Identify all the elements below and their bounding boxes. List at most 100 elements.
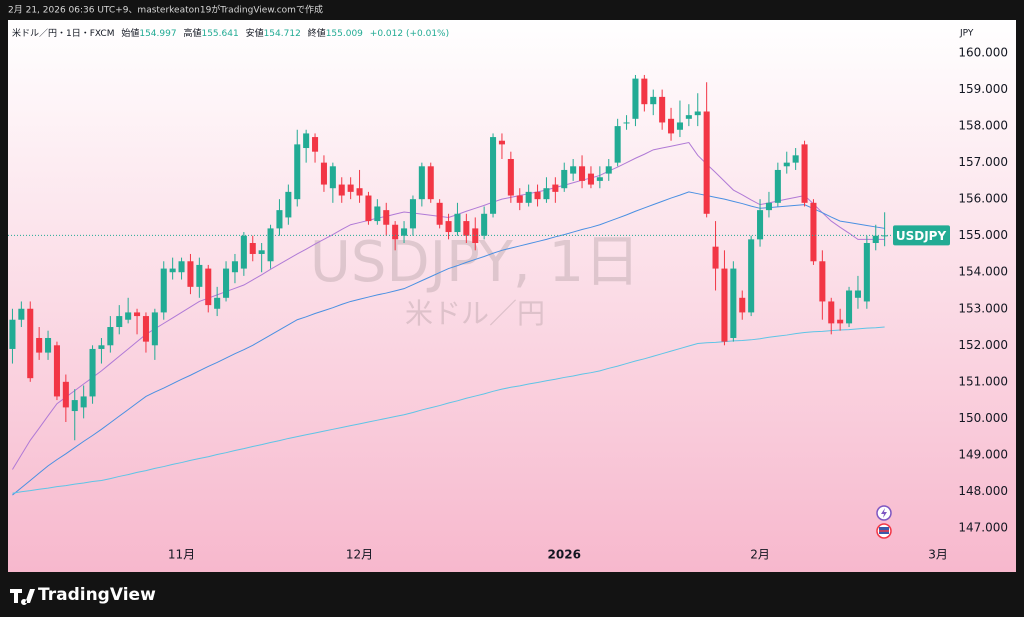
candle-body bbox=[748, 239, 755, 313]
candle-body bbox=[258, 250, 265, 254]
y-tick-label: 148.000 bbox=[958, 484, 1008, 498]
brand[interactable]: TradingView bbox=[38, 585, 156, 605]
candle-body bbox=[454, 213, 461, 233]
candle-body bbox=[214, 297, 221, 309]
candle-body bbox=[774, 169, 781, 203]
moving-average bbox=[12, 326, 885, 494]
candle-body bbox=[160, 268, 167, 313]
candle-body bbox=[801, 144, 808, 203]
candle-body bbox=[579, 166, 586, 181]
close-value: 155.009 bbox=[326, 29, 363, 39]
candle-body bbox=[45, 337, 52, 353]
candle-body bbox=[125, 312, 132, 320]
candle-body bbox=[525, 191, 532, 203]
candle-body bbox=[730, 268, 737, 338]
candle-body bbox=[80, 396, 87, 408]
candle-body bbox=[481, 213, 488, 236]
candle-body bbox=[98, 345, 105, 349]
symbol-title: 米ドル／円・1日・FXCM bbox=[12, 27, 114, 39]
candle-body bbox=[151, 312, 158, 346]
candle-body bbox=[36, 337, 43, 353]
candle-body bbox=[89, 348, 96, 397]
candle-body bbox=[516, 195, 523, 203]
y-tick-label: 149.000 bbox=[958, 447, 1008, 461]
price-tag-label: USDJPY bbox=[896, 229, 947, 243]
y-tick-label: 147.000 bbox=[958, 520, 1008, 534]
candle-body bbox=[614, 126, 621, 163]
candle-body bbox=[356, 188, 363, 196]
candle-body bbox=[507, 158, 514, 196]
low-label: 安値 bbox=[246, 27, 264, 39]
candle-body bbox=[765, 202, 772, 211]
candle-body bbox=[285, 191, 292, 218]
candle-body bbox=[659, 96, 666, 123]
candle-body bbox=[267, 228, 274, 262]
y-tick-label: 158.000 bbox=[958, 119, 1008, 133]
candle-body bbox=[792, 155, 799, 163]
x-tick-label: 3月 bbox=[928, 548, 948, 562]
candle-body bbox=[872, 235, 879, 244]
candle-body bbox=[276, 210, 283, 229]
candle-body bbox=[543, 188, 550, 200]
candle-body bbox=[27, 308, 34, 379]
x-tick-label: 11月 bbox=[168, 548, 195, 562]
candle-body bbox=[187, 261, 194, 287]
candle-body bbox=[418, 166, 425, 200]
candle-body bbox=[810, 202, 817, 262]
candle-body bbox=[552, 184, 559, 192]
open-label: 始値 bbox=[121, 27, 139, 39]
x-tick-label: 2月 bbox=[750, 548, 770, 562]
candle-body bbox=[303, 133, 310, 149]
candle-body bbox=[231, 261, 238, 273]
ohlc-legend: 米ドル／円・1日・FXCM 始値154.997 高値155.641 安値154.… bbox=[12, 27, 449, 39]
candle-body bbox=[169, 268, 176, 273]
candle-body bbox=[18, 308, 25, 320]
watermark-subtitle: 米ドル／円 bbox=[405, 297, 545, 330]
caption: 2月 21, 2026 06:36 UTC+9、masterkeaton19がT… bbox=[8, 4, 323, 16]
high-label: 高値 bbox=[183, 27, 201, 39]
currency: JPY bbox=[959, 29, 974, 39]
candle-body bbox=[53, 345, 60, 397]
candle-body bbox=[668, 118, 675, 134]
logo-mark bbox=[10, 589, 35, 605]
candle-body bbox=[134, 312, 141, 317]
y-tick-label: 153.000 bbox=[958, 301, 1008, 315]
plot bbox=[8, 74, 945, 496]
candle-body bbox=[409, 199, 416, 229]
y-tick-label: 156.000 bbox=[958, 192, 1008, 206]
candle-body bbox=[374, 206, 381, 222]
candle-body bbox=[783, 162, 790, 167]
candle-body bbox=[240, 235, 247, 269]
candle-body bbox=[498, 140, 505, 145]
candle-body bbox=[561, 169, 568, 189]
y-tick-label: 150.000 bbox=[958, 411, 1008, 425]
candle-body bbox=[587, 173, 594, 185]
candle-body bbox=[223, 268, 230, 298]
event-icons bbox=[876, 505, 892, 539]
footer-logo: TradingView bbox=[10, 585, 156, 605]
candle-body bbox=[427, 166, 434, 200]
candle-body bbox=[854, 290, 861, 298]
y-tick-label: 152.000 bbox=[958, 338, 1008, 352]
candle-body bbox=[142, 316, 149, 342]
candle-body bbox=[383, 210, 390, 225]
candle-body bbox=[650, 96, 657, 105]
candle-body bbox=[490, 137, 497, 214]
candle-body bbox=[846, 290, 853, 324]
y-tick-label: 155.000 bbox=[958, 228, 1008, 242]
candle-body bbox=[9, 319, 16, 349]
price-tag bbox=[893, 225, 950, 246]
candle-body bbox=[445, 221, 452, 233]
y-tick-label: 154.000 bbox=[958, 265, 1008, 279]
candle-body bbox=[365, 195, 372, 222]
candle-body bbox=[570, 166, 577, 174]
y-tick-label: 159.000 bbox=[958, 82, 1008, 96]
lightning bbox=[881, 508, 887, 518]
candle-body bbox=[596, 177, 603, 181]
x-tick-label: 2026 bbox=[548, 548, 581, 562]
candle-body bbox=[472, 228, 479, 244]
candle-body bbox=[712, 246, 719, 269]
candle-body bbox=[329, 166, 336, 189]
